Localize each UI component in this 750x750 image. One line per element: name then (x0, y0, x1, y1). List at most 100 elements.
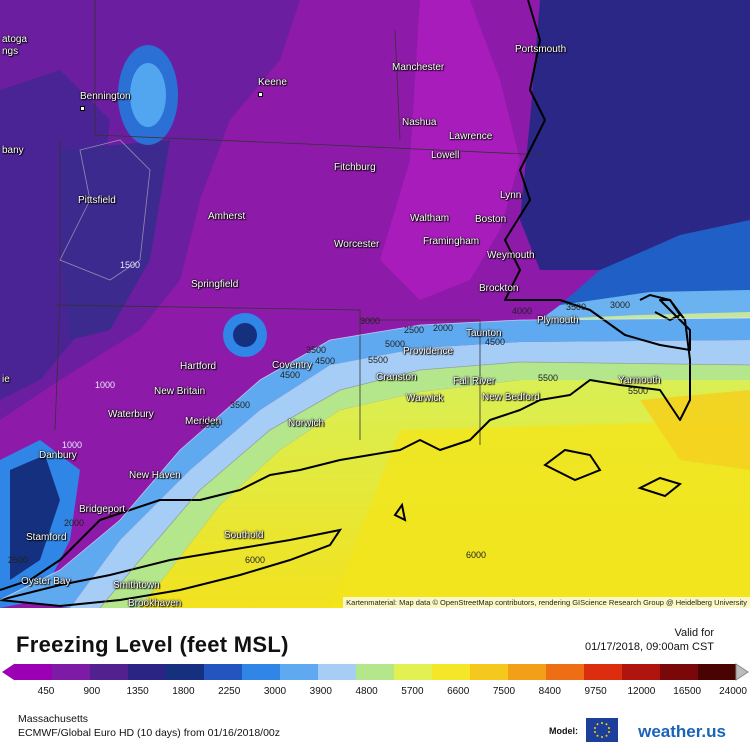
scale-tick-label: 3000 (263, 686, 287, 697)
city-label: Bennington (80, 91, 131, 115)
city-label: Portsmouth (515, 44, 567, 55)
city-label: Stamford (26, 532, 67, 543)
city-label: Smithtown (113, 580, 160, 591)
eu-flag-icon (586, 718, 618, 742)
isoline-label: 1000 (62, 440, 83, 450)
model-run: ECMWF/Global Euro HD (10 days) from 01/1… (18, 727, 281, 739)
map-canvas (0, 0, 750, 608)
isoline-label: 5500 (628, 386, 649, 396)
scale-cell (698, 664, 737, 680)
city-label: Keene (258, 77, 287, 101)
scale-tick-label: 1800 (172, 686, 195, 697)
city-label: Nashua (402, 117, 437, 128)
valid-label: Valid for (674, 627, 714, 639)
city-label: Meriden (185, 416, 222, 427)
isoline-label: 3500 (230, 400, 251, 410)
city-label: Waterbury (108, 409, 154, 420)
city-label: Lawrence (449, 131, 493, 142)
isoline-label: 2000 (64, 518, 85, 528)
scale-cell (52, 664, 91, 680)
valid-time: 01/17/2018, 09:00am CST (584, 641, 714, 653)
isoline-label: 3500 (306, 345, 327, 355)
city-label: Brockton (479, 283, 519, 294)
scale-cell (242, 664, 281, 680)
city-label: Cranston (376, 372, 417, 383)
isoline-label: 4500 (280, 370, 301, 380)
scale-tick-label: 2250 (218, 686, 241, 697)
legend-panel: Freezing Level (feet MSL) Valid for 01/1… (0, 608, 750, 750)
isoline-label: 3000 (200, 420, 221, 430)
city-dot (258, 91, 263, 97)
city-label: Waltham (410, 213, 450, 224)
city-label: Yarmouth (618, 375, 661, 386)
scale-cell (166, 664, 205, 680)
city-label: Brookhaven (128, 598, 182, 608)
city-label: Hartford (180, 361, 217, 372)
scale-tick-label: 3900 (309, 686, 332, 697)
scale-cell (432, 664, 471, 680)
scale-cell (128, 664, 167, 680)
scale-tick-label: 24000 (719, 686, 747, 697)
scale-cell (622, 664, 661, 680)
city-label: Bridgeport (79, 504, 126, 515)
isoline-label: 1500 (120, 260, 141, 270)
city-label: New Britain (154, 386, 206, 397)
scale-tick-label: 12000 (627, 686, 656, 697)
scale-arrow-right (735, 663, 749, 681)
isoline-label: 3000 (610, 300, 631, 310)
map-title: Freezing Level (feet MSL) (16, 632, 289, 657)
color-scale (2, 663, 749, 681)
city-label: ie (2, 374, 10, 385)
scale-arrow-left (2, 664, 14, 680)
city-label: Lowell (431, 150, 460, 161)
city-label: Taunton (466, 328, 502, 339)
scale-tick-label: 450 (37, 686, 55, 697)
isoline-label: 5500 (368, 355, 389, 365)
scale-tick-label: 4800 (355, 686, 378, 697)
city-label: Fitchburg (334, 162, 376, 173)
map-attribution: Kartenmaterial: Map data © OpenStreetMap… (343, 597, 750, 608)
isoline-label: 5500 (538, 373, 559, 383)
scale-cell (14, 664, 53, 680)
scale-cell (318, 664, 357, 680)
model-info: Massachusetts ECMWF/Global Euro HD (10 d… (18, 712, 280, 740)
city-label: Amherst (208, 211, 246, 222)
city-label: Plymouth (537, 315, 579, 326)
city-label: Manchester (392, 62, 445, 73)
isoline-label: 2000 (433, 323, 454, 333)
valid-time-block: Valid for 01/17/2018, 09:00am CST (585, 626, 714, 654)
forecast-map[interactable]: atoga ngs Bennington Keene Manchester Po… (0, 0, 750, 608)
isoline-label: 4500 (315, 356, 336, 366)
region-name: Massachusetts (18, 713, 89, 725)
city-label: Worcester (334, 239, 380, 250)
scale-tick-label: 16500 (673, 686, 702, 697)
city-label: Framingham (423, 236, 480, 247)
city-dot (80, 105, 85, 111)
scale-tick-label: 1350 (126, 686, 149, 697)
isoline-label: 3000 (360, 316, 381, 326)
city-label: Coventry (272, 360, 313, 371)
scale-tick-label: 900 (83, 686, 101, 697)
city-label: Pittsfield (78, 195, 116, 206)
scale-tick-label: 5700 (401, 686, 424, 697)
isoline-label: 4500 (485, 337, 506, 347)
scale-tick-label: 9750 (584, 686, 607, 697)
isoline-label: 2500 (404, 325, 425, 335)
scale-cell (584, 664, 623, 680)
city-label: Lynn (500, 190, 522, 201)
scale-cell (546, 664, 585, 680)
city-label: Weymouth (487, 250, 535, 261)
city-label: Southold (224, 530, 264, 541)
city-label: atoga (2, 34, 28, 45)
city-label: Springfield (191, 279, 239, 290)
scale-cell (660, 664, 699, 680)
city-label: ngs (2, 46, 19, 57)
isoline-label: 6000 (466, 550, 487, 560)
isoline-label: 3500 (566, 302, 587, 312)
city-label: Warwick (406, 393, 444, 404)
scale-cell (394, 664, 433, 680)
scale-cell (280, 664, 319, 680)
brand-logo[interactable]: weather.us (638, 722, 726, 742)
model-label: Model: (549, 726, 578, 736)
brand-name-text: weather.us (638, 722, 726, 741)
